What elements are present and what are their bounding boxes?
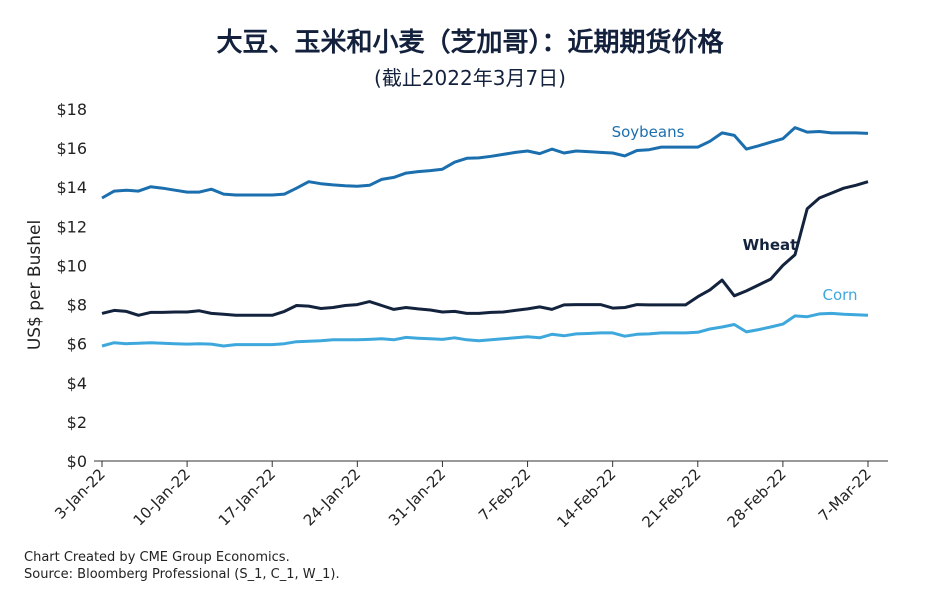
chart-footer: Chart Created by CME Group Economics. So… <box>24 549 340 583</box>
footer-source: Source: Bloomberg Professional (S_1, C_1… <box>24 567 340 582</box>
chart-series: Soybeans Wheat Corn <box>101 123 869 348</box>
x-tick-label: 21-Feb-22 <box>638 465 704 531</box>
series-label-wheat: Wheat <box>743 236 798 254</box>
y-tick-label: $4 <box>67 374 87 393</box>
x-tick-label: 7-Feb-22 <box>475 465 534 524</box>
series-line-soybeans <box>101 126 869 200</box>
y-tick-label: $2 <box>67 413 87 432</box>
x-tick-label: 31-Jan-22 <box>385 465 449 529</box>
series-line-wheat <box>101 180 869 317</box>
series-label-soybeans: Soybeans <box>612 123 685 141</box>
y-tick-label: $0 <box>67 452 87 471</box>
y-tick-label: $14 <box>56 178 87 197</box>
y-tick-label: $18 <box>56 100 87 119</box>
chart-subtitle: (截止2022年3月7日) <box>374 66 566 90</box>
y-tick-label: $12 <box>56 217 87 236</box>
y-tick-label: $10 <box>56 256 87 275</box>
chart-axes: $0 $2 $4 $6 $8 $10 $12 $14 $16 $18 3-Jan-22 10-Jan-… <box>51 100 888 531</box>
x-tick-label: 3-Jan-22 <box>51 465 109 523</box>
y-tick-label: $8 <box>67 296 87 315</box>
x-tick-label: 28-Feb-22 <box>724 465 790 531</box>
series-label-corn: Corn <box>822 286 857 304</box>
y-tick-label: $16 <box>56 139 87 158</box>
y-axis-label: US$ per Bushel <box>25 220 45 350</box>
x-tick-label: 17-Jan-22 <box>215 465 279 529</box>
x-tick-label: 14-Feb-22 <box>553 465 619 531</box>
chart-title: 大豆、玉米和小麦（芝加哥）：近期期货价格 <box>216 28 724 58</box>
x-tick-label: 7-Mar-22 <box>815 465 875 525</box>
footer-credit: Chart Created by CME Group Economics. <box>24 550 290 565</box>
x-tick-label: 24-Jan-22 <box>300 465 364 529</box>
x-tick-label: 10-Jan-22 <box>130 465 194 529</box>
y-tick-label: $6 <box>67 335 87 354</box>
series-line-corn <box>101 311 869 348</box>
